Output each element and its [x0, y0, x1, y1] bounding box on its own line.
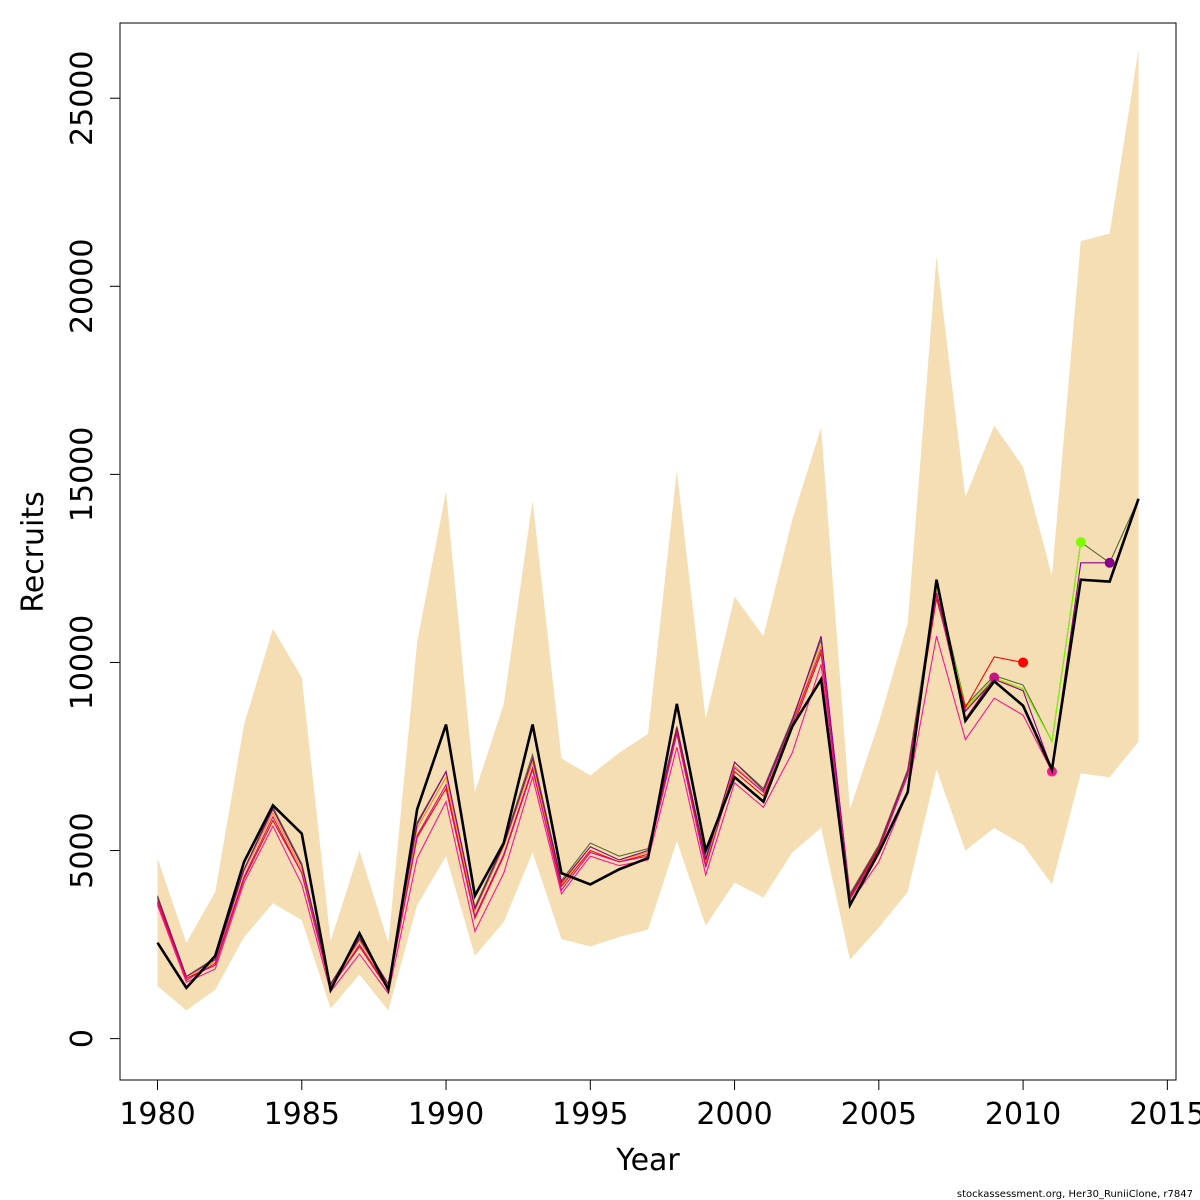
x-tick-label: 2005 [841, 1097, 917, 1132]
x-tick-label: 1990 [408, 1097, 484, 1132]
series-lines [156, 498, 1140, 995]
y-tick-label: 25000 [65, 51, 100, 146]
x-tick-label: 2010 [985, 1097, 1061, 1132]
y-axis: 0 5000 10000 15000 20000 25000 [65, 51, 121, 1048]
series-end-point-5 [1018, 657, 1029, 668]
x-tick-label: 1985 [264, 1097, 340, 1132]
y-tick-label: 10000 [65, 615, 100, 710]
y-tick-label: 0 [65, 1029, 100, 1048]
x-tick-label: 2015 [1129, 1097, 1200, 1132]
series-line-6 [156, 594, 995, 990]
series-end-point-4 [1104, 557, 1115, 568]
confidence-band [157, 49, 1139, 1011]
source-caption: stockassessment.org, Her30_RuniiClone, r… [957, 1189, 1193, 1200]
confidence-band-area [157, 49, 1139, 1011]
series-end-point-3 [1075, 537, 1086, 548]
series-end-point-6 [989, 672, 1000, 683]
x-axis-title: Year [615, 1143, 680, 1178]
series-line-0 [156, 498, 1140, 994]
x-tick-label: 2000 [696, 1097, 772, 1132]
y-axis-title: Recruits [16, 491, 51, 613]
x-tick-label: 1980 [119, 1097, 195, 1132]
y-tick-label: 15000 [65, 427, 100, 522]
y-tick-label: 5000 [65, 812, 100, 888]
x-tick-label: 1995 [552, 1097, 628, 1132]
y-tick-label: 20000 [65, 239, 100, 334]
x-axis: 1980 1985 1990 1995 2000 2005 2010 2015 [119, 1079, 1200, 1132]
